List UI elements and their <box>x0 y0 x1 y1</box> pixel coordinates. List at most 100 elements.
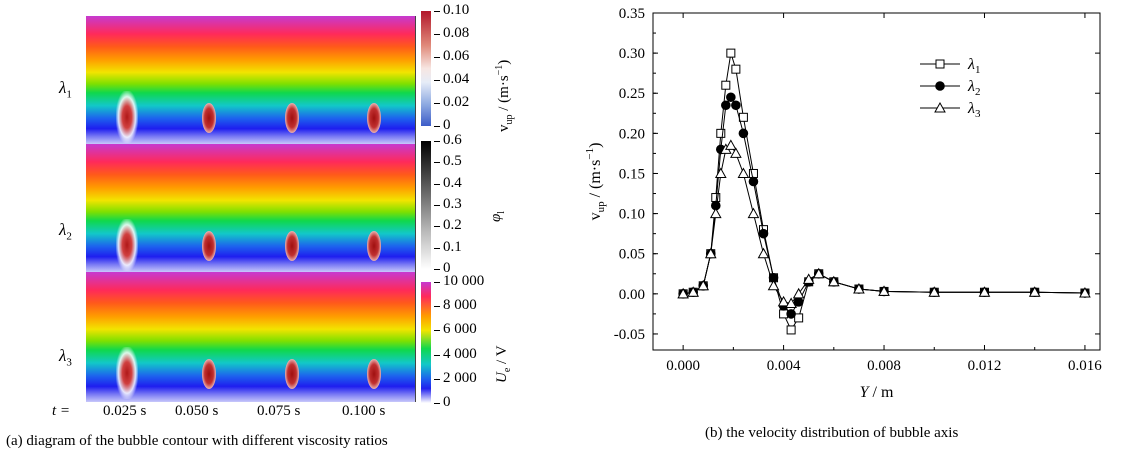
y-tick-label: 0.05 <box>619 247 645 263</box>
series-2-point <box>721 100 731 111</box>
colorbar-tick: 0.1 <box>434 238 462 255</box>
colorbar-tick: 0.04 <box>433 71 470 87</box>
y-tick-label: 0.00 <box>619 287 645 303</box>
series-3-point <box>802 273 815 284</box>
contour-panel <box>168 16 251 144</box>
series-1-point <box>716 128 726 138</box>
series-3-point <box>853 282 865 294</box>
colorbar-label-phase: φl <box>488 210 507 222</box>
bubble <box>284 231 299 261</box>
contour-panel <box>86 16 169 144</box>
colorbar-tick: 0.2 <box>434 217 462 234</box>
series-3-point <box>827 275 840 287</box>
contour-panel <box>333 16 416 144</box>
series-3-point <box>687 286 700 297</box>
y-tick-label: 0.35 <box>619 6 645 22</box>
legend-marker <box>934 101 946 113</box>
legend-marker <box>935 81 945 91</box>
colorbar-tick: 0.08 <box>433 25 470 41</box>
y-tick-label: 0.10 <box>619 207 645 223</box>
colorbar-tick: 0.06 <box>433 48 470 64</box>
series-1-point <box>721 80 731 90</box>
caption-a: (a) diagram of the bubble contour with d… <box>6 433 388 449</box>
series-1-point <box>738 112 748 122</box>
bubble <box>202 103 216 133</box>
series-3-point <box>709 207 722 219</box>
series-3-point <box>767 279 780 291</box>
colorbar-label-voltage: Ue / V <box>494 345 513 383</box>
colorbar-velocity <box>421 11 431 126</box>
series-2-point <box>738 128 749 139</box>
bubble <box>284 103 299 133</box>
series-3-point <box>777 295 790 307</box>
colorbar-tick: 0.02 <box>433 94 470 110</box>
bubble <box>284 359 299 389</box>
row-label-lambda3: λ3 <box>59 346 72 369</box>
row-label-lambda2: λ2 <box>59 220 72 243</box>
plot-frame <box>652 12 1101 351</box>
colorbar-tick: 0.6 <box>434 132 462 148</box>
time-label-1: 0.025 s <box>103 403 147 419</box>
bubble-splash <box>116 91 138 143</box>
series-3-point <box>978 286 991 297</box>
series-3-point <box>714 167 727 178</box>
y-tick-label: -0.05 <box>614 327 645 343</box>
contour-panel <box>333 144 416 272</box>
series-3-point <box>812 267 825 279</box>
colorbar-tick: 0 <box>434 260 451 276</box>
series-1-point <box>731 64 741 74</box>
series-2-point <box>793 297 804 307</box>
x-tick-label: 0.000 <box>666 358 700 374</box>
bubble <box>367 103 381 133</box>
x-tick-label: 0.004 <box>767 358 801 374</box>
series-1-point <box>786 325 796 335</box>
time-label-2: 0.050 s <box>175 403 219 419</box>
series-3-point <box>737 167 750 178</box>
colorbar-tick: 4 000 <box>434 345 477 362</box>
colorbar-tick: 0 <box>434 117 451 133</box>
series-2-point <box>726 92 736 103</box>
series-2-point <box>748 176 759 187</box>
series-1-point <box>726 48 736 58</box>
y-tick-label: 0.15 <box>619 166 645 182</box>
colorbar-tick: 0 <box>434 394 451 410</box>
contour-panel <box>86 272 169 402</box>
legend-marker <box>935 59 945 69</box>
x-tick-label: 0.016 <box>1068 358 1102 374</box>
series-3-point <box>677 287 689 299</box>
colorbar-voltage <box>421 282 431 403</box>
bubble-splash <box>116 219 138 271</box>
contour-panel <box>250 144 334 272</box>
y-tick-label: 0.30 <box>619 46 645 62</box>
colorbar-tick: 0.3 <box>434 196 462 212</box>
series-3-point <box>1079 287 1091 298</box>
contour-panel <box>168 272 251 402</box>
series-3-point <box>747 207 760 219</box>
colorbar-tick: 6 000 <box>434 321 477 338</box>
colorbar-tick: 8 000 <box>434 297 477 314</box>
time-label-4: 0.100 s <box>342 403 386 419</box>
series-1-point <box>748 168 758 178</box>
series-3-point <box>704 247 717 259</box>
contour-panel <box>168 144 251 272</box>
legend-label: λ3 <box>967 100 981 120</box>
legend-label: λ1 <box>967 56 980 76</box>
legend-label: λ2 <box>967 78 980 98</box>
caption-b: (b) the velocity distribution of bubble … <box>705 425 959 441</box>
y-axis-label: vup / (m·s−1) <box>584 143 607 221</box>
series-3-point <box>730 147 742 158</box>
x-tick-label: 0.012 <box>968 358 1002 374</box>
bubble <box>367 231 381 261</box>
y-tick-label: 0.25 <box>619 86 645 102</box>
colorbar-tick: 0.5 <box>434 153 462 170</box>
contour-panel <box>250 272 334 402</box>
x-tick-label: 0.008 <box>867 358 901 374</box>
series-2-point <box>786 309 796 319</box>
colorbar-phase <box>421 141 431 269</box>
time-axis-label: t = <box>52 403 71 419</box>
series-3-point <box>724 139 737 150</box>
row-label-lambda1: λ1 <box>59 78 72 101</box>
series-3-point <box>928 286 941 297</box>
time-label-3: 0.075 s <box>257 403 301 419</box>
series-2-point <box>731 100 741 111</box>
